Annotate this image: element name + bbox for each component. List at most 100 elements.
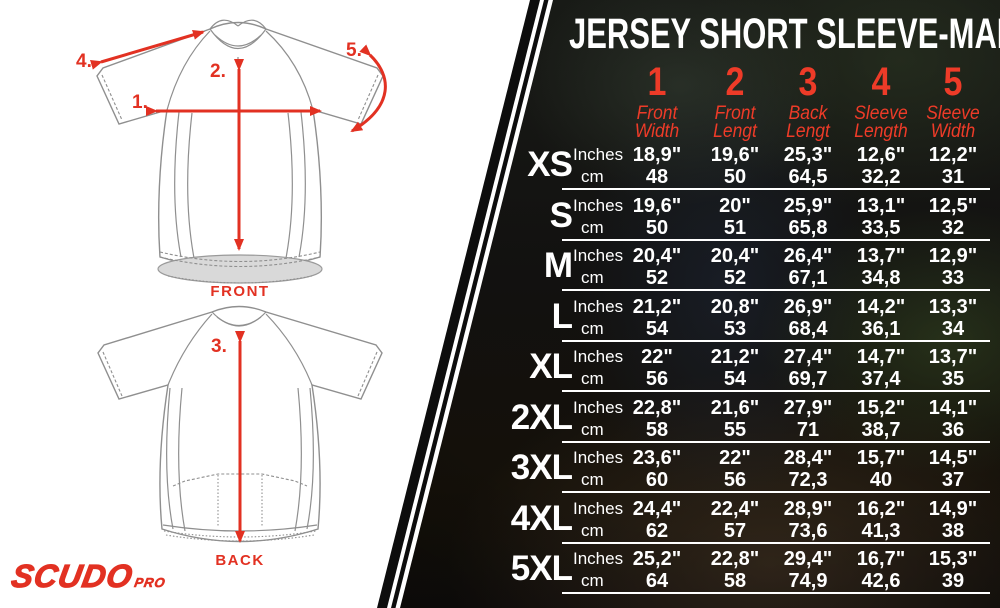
unit-cm-label: cm — [581, 419, 604, 439]
measure-arrow-5 — [350, 44, 387, 133]
value-inches: 29,4" — [783, 548, 833, 570]
value-inches: 13,3" — [928, 295, 978, 318]
value-inches: 14,2" — [856, 295, 906, 318]
column-label-line2: Length — [854, 121, 908, 142]
value-inches: 21,6" — [710, 396, 760, 419]
value-inches: 24,4" — [632, 497, 682, 520]
value-inches: 26,9" — [783, 295, 833, 318]
value-cm: 42,6 — [861, 570, 901, 592]
value-inches: 20,4" — [710, 245, 760, 267]
value-cm: 38 — [941, 519, 965, 542]
value-inches: 20,4" — [632, 245, 682, 267]
unit-inches-label: Inches — [573, 549, 624, 568]
size-label: 3XL — [510, 448, 573, 487]
value-cm: 40 — [869, 469, 893, 491]
value-cm: 32 — [941, 216, 965, 239]
value-cm: 50 — [645, 216, 669, 239]
unit-inches-label: Inches — [573, 195, 624, 215]
value-inches: 28,4" — [783, 447, 833, 469]
value-inches: 19,6" — [632, 194, 682, 217]
value-inches: 19,6" — [710, 144, 760, 166]
value-cm: 33,5 — [861, 216, 901, 239]
table-row: S Inches cm 19,6" 20" 25,9" 13,1" 12,5" … — [0, 193, 1000, 244]
value-cm: 39 — [941, 570, 965, 592]
unit-inches-label: Inches — [573, 448, 624, 467]
marker-1-label: 1. — [132, 92, 148, 113]
value-inches: 18,9" — [632, 144, 682, 166]
value-cm: 50 — [723, 166, 747, 188]
column-label-line2: Lengt — [786, 121, 830, 142]
value-cm: 62 — [645, 519, 669, 542]
unit-cm-label: cm — [581, 369, 604, 388]
value-inches: 27,9" — [783, 396, 833, 419]
value-cm: 35 — [941, 368, 965, 390]
value-cm: 64 — [645, 570, 669, 592]
value-cm: 69,7 — [788, 368, 828, 390]
value-inches: 16,7" — [856, 548, 906, 570]
value-inches: 13,7" — [856, 245, 906, 267]
column-label-line1: Front — [714, 103, 756, 124]
unit-cm-label: cm — [581, 318, 604, 338]
back-view-label: BACK — [215, 552, 264, 569]
unit-inches-label: Inches — [573, 397, 624, 417]
row-divider — [562, 491, 990, 493]
value-inches: 12,6" — [856, 144, 906, 166]
row-divider — [562, 440, 990, 443]
table-row: M Inches cm 20,4" 20,4" 26,4" 13,7" 12,9… — [0, 243, 1000, 294]
measurement-arrows — [89, 30, 387, 543]
marker-4-label: 4. — [76, 51, 92, 72]
value-cm: 58 — [723, 570, 747, 592]
column-label-line2: Width — [930, 121, 976, 142]
measure-arrow-4 — [89, 30, 205, 70]
value-cm: 65,8 — [788, 216, 828, 239]
value-inches: 15,2" — [856, 396, 906, 419]
value-cm: 36 — [941, 418, 965, 441]
value-cm: 56 — [645, 368, 669, 390]
value-cm: 37,4 — [861, 368, 901, 390]
size-label: XL — [529, 347, 573, 386]
value-inches: 20,8" — [710, 295, 760, 318]
table-column-header: 5 Sleeve Width — [905, 62, 1000, 141]
value-cm: 33 — [941, 267, 965, 289]
value-cm: 34 — [941, 317, 965, 340]
value-cm: 48 — [645, 166, 669, 188]
unit-inches-label: Inches — [573, 145, 624, 164]
value-cm: 36,1 — [861, 317, 901, 340]
value-cm: 52 — [723, 267, 747, 289]
value-inches: 16,2" — [856, 497, 906, 520]
value-cm: 37 — [941, 469, 965, 491]
value-inches: 14,9" — [928, 497, 978, 520]
value-cm: 74,9 — [788, 570, 828, 592]
value-cm: 32,2 — [861, 166, 901, 188]
value-cm: 64,5 — [788, 166, 828, 188]
column-label-line1: Back — [788, 103, 828, 124]
unit-inches-label: Inches — [573, 347, 624, 366]
row-divider — [562, 339, 990, 342]
table-row: 5XL Inches cm 25,2" 22,8" 29,4" 16,7" 15… — [0, 546, 1000, 597]
row-divider — [562, 188, 990, 190]
column-number: 3 — [798, 60, 818, 104]
value-inches: 21,2" — [710, 346, 760, 368]
unit-inches-label: Inches — [573, 498, 624, 518]
value-cm: 55 — [723, 418, 747, 441]
value-inches: 14,7" — [856, 346, 906, 368]
table-row: 2XL Inches cm 22,8" 21,6" 27,9" 15,2" 14… — [0, 395, 1000, 446]
value-inches: 28,9" — [783, 497, 833, 520]
value-cm: 73,6 — [788, 519, 828, 542]
chart-title: JERSEY SHORT SLEEVE-MAN — [569, 10, 1000, 58]
value-inches: 22" — [641, 346, 673, 368]
unit-inches-label: Inches — [573, 246, 624, 265]
value-inches: 14,5" — [928, 447, 978, 469]
value-inches: 15,3" — [928, 548, 978, 570]
jersey-measurement-diagram: 4. 1. 2. 5. 3. FRONT BACK — [76, 19, 387, 569]
column-label-line2: Width — [634, 121, 680, 142]
table-row: 3XL Inches cm 23,6" 22" 28,4" 15,7" 14,5… — [0, 445, 1000, 496]
unit-cm-label: cm — [581, 470, 604, 489]
value-inches: 20" — [719, 194, 751, 217]
front-hem — [157, 254, 323, 284]
column-label-line1: Front — [636, 103, 678, 124]
value-cm: 54 — [723, 368, 747, 390]
value-cm: 34,8 — [861, 267, 901, 289]
value-cm: 60 — [645, 469, 669, 491]
